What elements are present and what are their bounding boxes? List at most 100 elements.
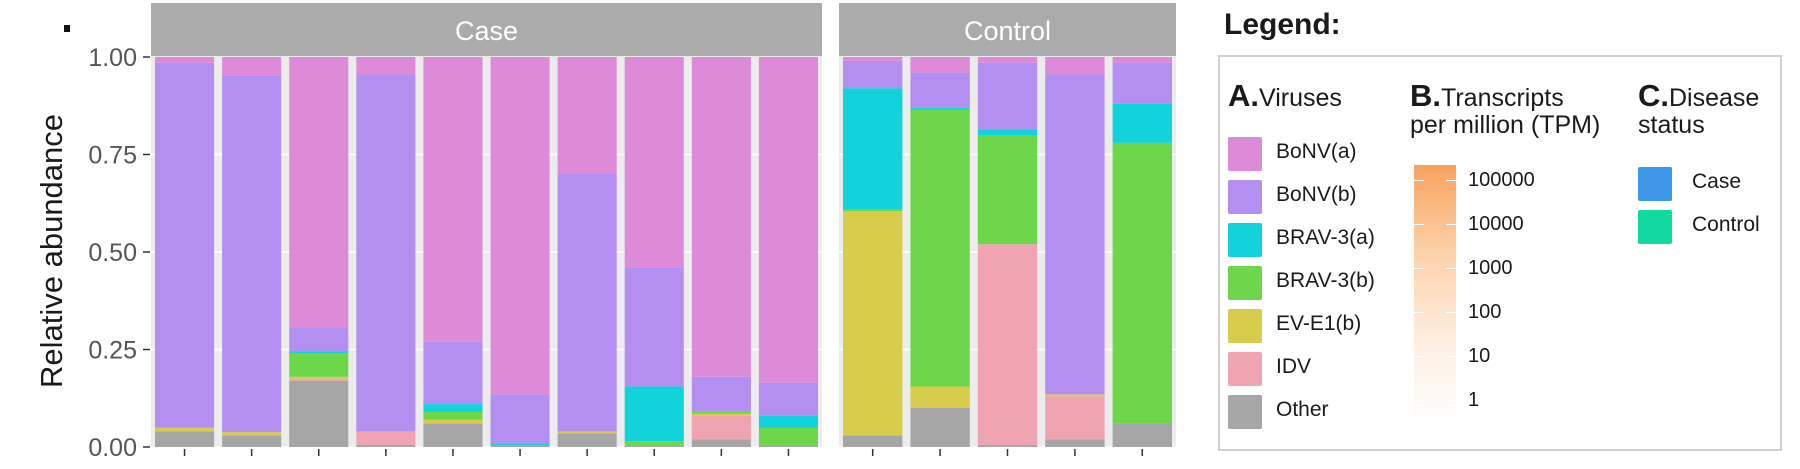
bar-segment — [691, 57, 751, 377]
colorbar-tick — [1446, 356, 1456, 357]
bar-segment — [843, 209, 903, 212]
tpm-letter: B. — [1410, 78, 1441, 113]
legend-item-label: IDV — [1276, 355, 1312, 378]
colorbar-tick — [1446, 400, 1456, 401]
bar-segment — [423, 419, 483, 424]
viruses-title: Viruses — [1259, 84, 1342, 112]
bar-segment — [289, 378, 349, 381]
bar-segment — [977, 135, 1038, 245]
facet-strip — [151, 3, 822, 58]
bar-segment — [1112, 423, 1172, 447]
bar-segment — [356, 445, 416, 447]
bar-segment — [222, 57, 282, 76]
bar-segment — [1112, 142, 1172, 424]
bar-segment — [155, 431, 215, 447]
colorbar-tick — [1414, 312, 1424, 313]
legend-item-label: BoNV(b) — [1276, 183, 1357, 206]
legend-item-label: Other — [1276, 398, 1329, 421]
bar-segment — [155, 427, 215, 432]
colorbar-tick — [1446, 268, 1456, 269]
tpm-title-line2: per million (TPM) — [1410, 111, 1601, 139]
bar-segment — [557, 174, 617, 432]
legend-title: Legend: — [1224, 8, 1341, 41]
y-axis-label: Relative abundance — [34, 114, 69, 388]
colorbar-tick-label: 1000 — [1468, 257, 1513, 279]
viruses-section-title: A.Viruses — [1228, 80, 1342, 112]
colorbar-tick-label: 100 — [1468, 301, 1502, 323]
y-tick-label: 0.75 — [88, 142, 137, 170]
bar-segment — [356, 74, 416, 432]
colorbar-tick — [1414, 268, 1424, 269]
bar-segment — [289, 380, 349, 447]
y-tick-label: 0.00 — [88, 434, 137, 462]
bar-segment — [977, 129, 1038, 135]
bar-segment — [423, 57, 483, 342]
bar-segment — [843, 211, 903, 436]
bar-segment — [289, 376, 349, 379]
legend-item-label: BRAV-3(b) — [1276, 269, 1375, 292]
colorbar-tick — [1446, 224, 1456, 225]
bar-segment — [222, 75, 282, 433]
colorbar-tick — [1446, 312, 1456, 313]
bar-segment — [910, 72, 970, 108]
bar-segment — [691, 439, 751, 447]
bar-segment — [490, 394, 550, 444]
y-tick-label: 0.25 — [88, 337, 137, 365]
bar-segment — [557, 433, 617, 447]
legend-item-label: Control — [1692, 213, 1760, 236]
colorbar-tick-label: 10000 — [1468, 213, 1524, 235]
bar-segment — [624, 267, 684, 387]
bar-segment — [691, 413, 751, 416]
colorbar-tick-label: 10 — [1468, 345, 1491, 367]
status-title-line1: Disease — [1669, 84, 1760, 112]
bar-segment — [758, 427, 818, 446]
bar-segment — [691, 376, 751, 412]
bar-segment — [1112, 103, 1172, 143]
legend-color-swatch — [1638, 210, 1672, 244]
status-letter: C. — [1638, 78, 1669, 113]
y-tick-label: 0.50 — [88, 239, 137, 267]
bar-segment — [910, 57, 970, 73]
facet-strip — [839, 3, 1176, 58]
bar-segment — [624, 386, 684, 442]
legend-color-swatch — [1228, 223, 1262, 257]
y-axis: 0.00 0.25 0.50 0.75 1.00 — [88, 44, 150, 462]
y-tick-label: 1.00 — [88, 44, 137, 72]
legend-color-swatch — [1228, 137, 1262, 171]
colorbar-tick — [1414, 400, 1424, 401]
bar-segment — [758, 57, 818, 383]
legend-color-swatch — [1638, 167, 1672, 201]
legend-item-label: BoNV(a) — [1276, 140, 1357, 163]
bar-segment — [423, 404, 483, 412]
bar-segment — [1045, 394, 1105, 397]
colorbar-tick — [1414, 180, 1424, 181]
bar-segment — [910, 386, 970, 408]
bar-segment — [977, 445, 1038, 447]
bar-segment — [423, 341, 483, 405]
colorbar-tick — [1414, 224, 1424, 225]
bar-segment — [758, 415, 818, 428]
legend-item-label: Case — [1692, 170, 1742, 193]
bar-segment — [977, 57, 1038, 63]
bar-segment — [910, 109, 970, 387]
bar-segment — [977, 62, 1038, 130]
bar-segment — [222, 435, 282, 447]
bar-segment — [490, 445, 550, 447]
bar-segment — [1045, 57, 1105, 75]
bar-segment — [624, 57, 684, 268]
colorbar-tick-label: 1 — [1468, 389, 1480, 411]
bar-segment — [977, 244, 1038, 446]
bar-segment — [843, 60, 903, 89]
bar-segment — [557, 57, 617, 174]
bar-segment — [758, 445, 818, 447]
bar-segment — [691, 411, 751, 414]
colorbar-tick-label: 100000 — [1468, 169, 1535, 191]
bar-segment — [155, 57, 215, 63]
bar-segment — [490, 443, 550, 446]
bar-segment — [356, 431, 416, 446]
viruses-letter: A. — [1228, 78, 1259, 113]
tpm-colorbar — [1414, 165, 1456, 427]
bar-segment — [843, 435, 903, 447]
x-axis-ticks — [183, 449, 1144, 456]
facet-label: Case — [455, 16, 518, 46]
